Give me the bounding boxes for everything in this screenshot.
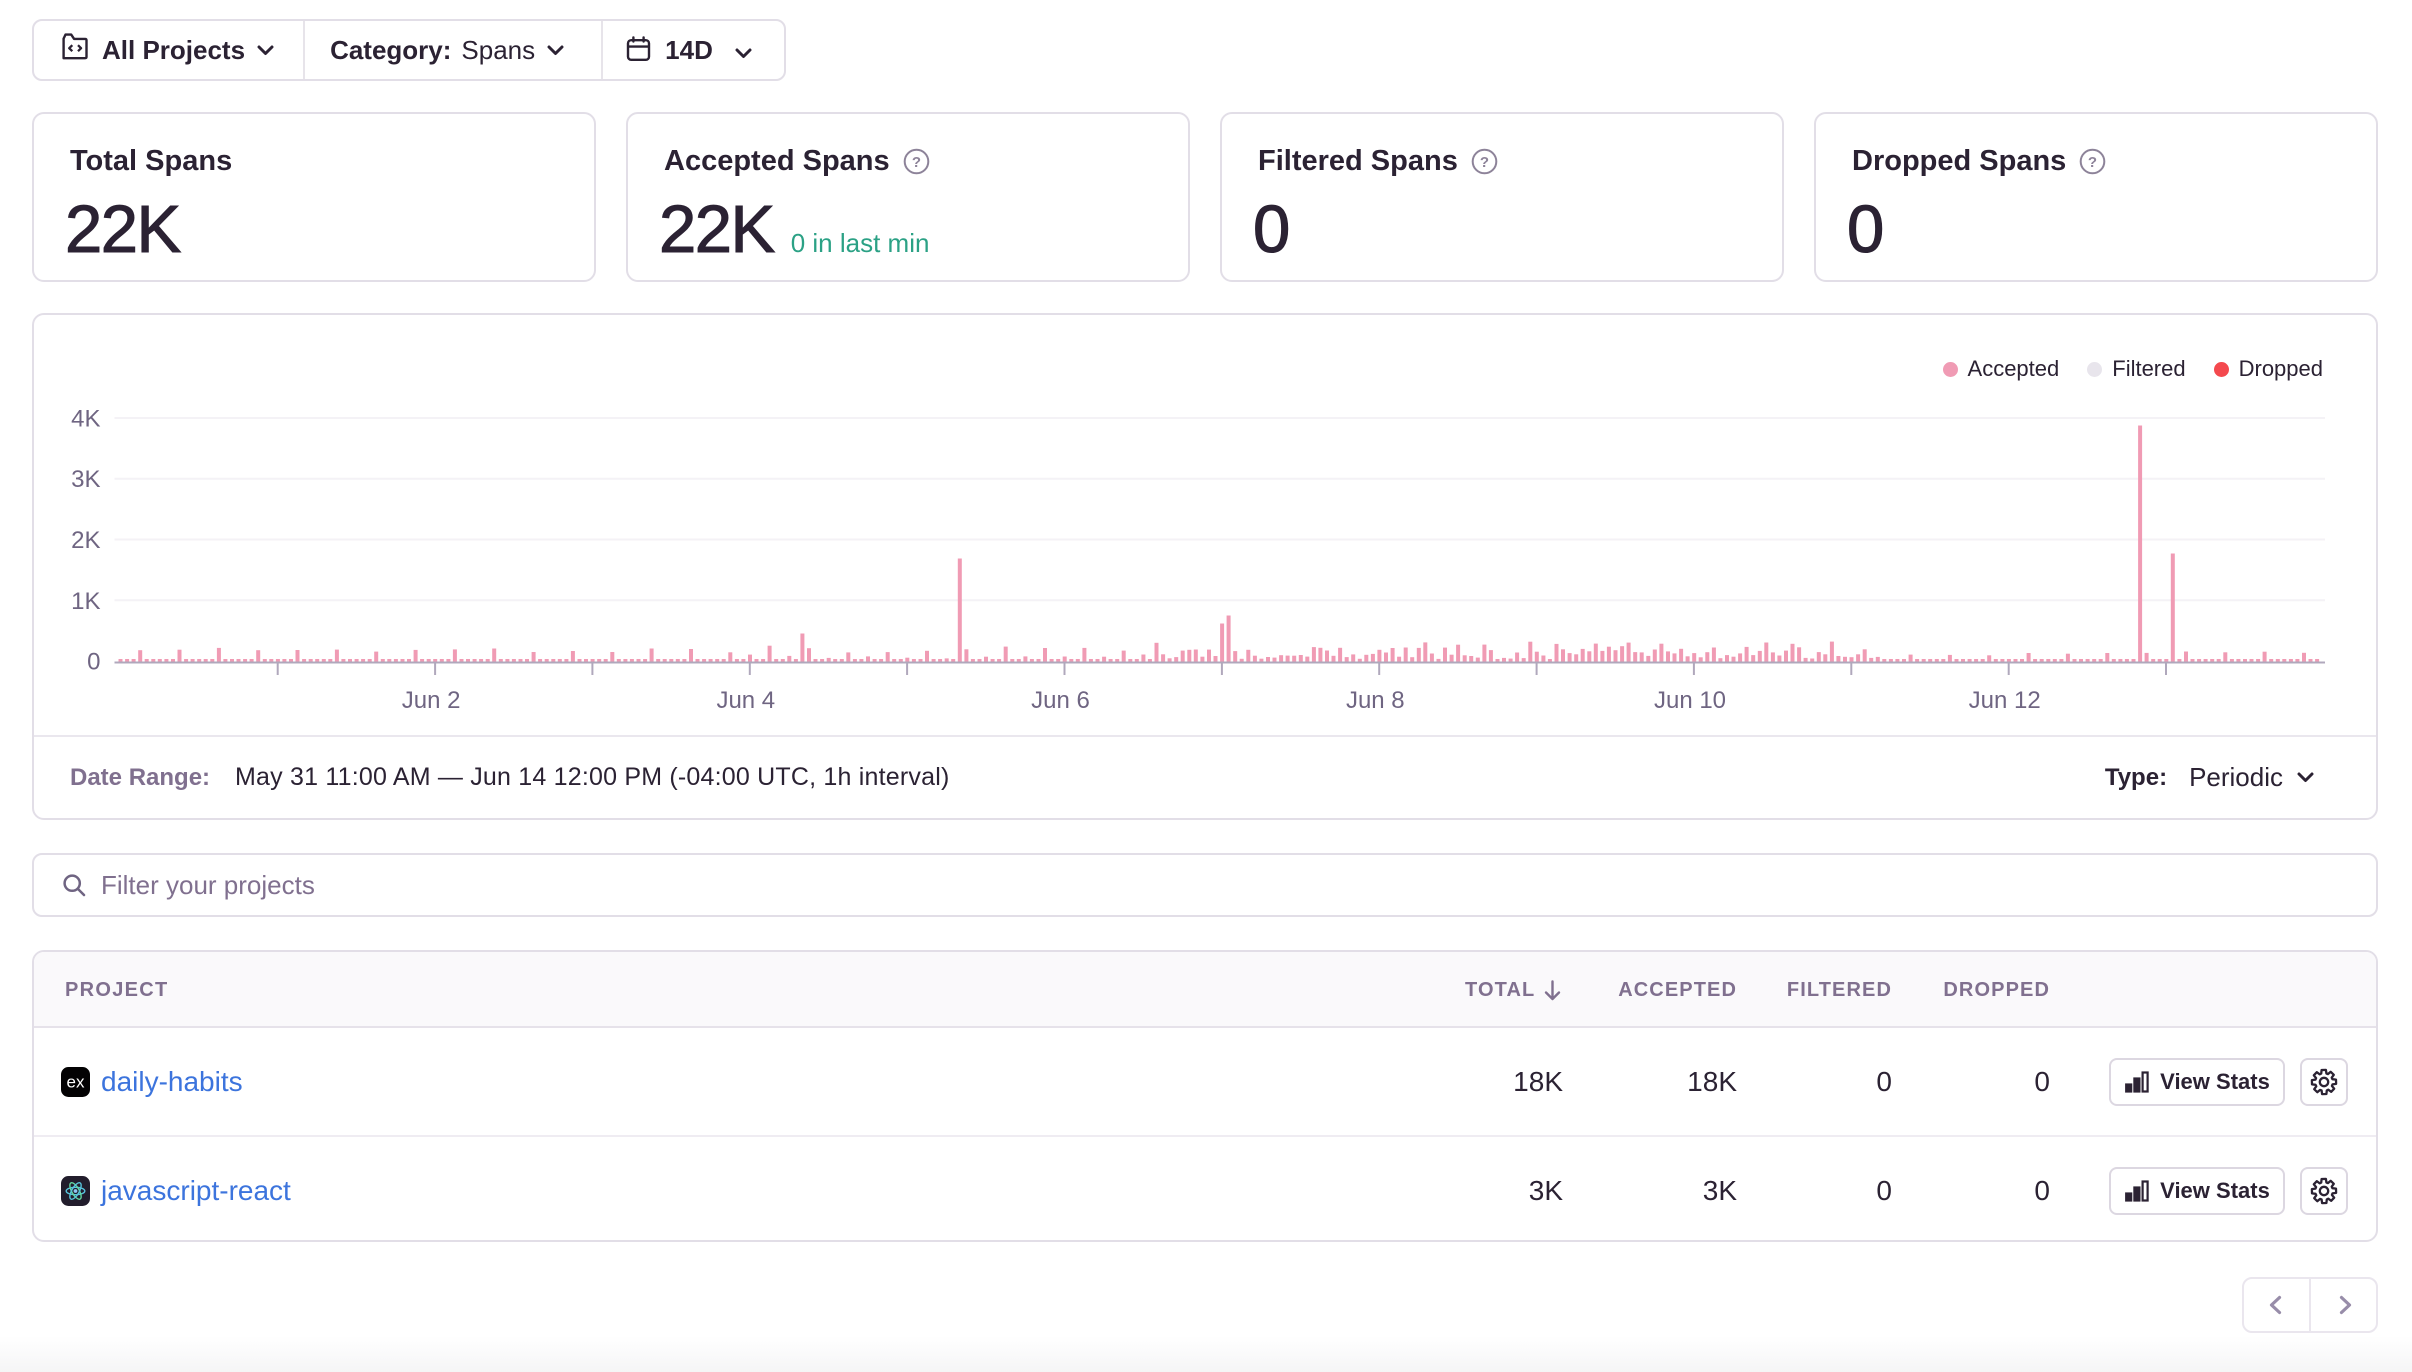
svg-text:Jun 2: Jun 2: [402, 687, 461, 714]
svg-text:?: ?: [2088, 154, 2097, 171]
svg-text:Jun 6: Jun 6: [1031, 687, 1090, 714]
svg-text:1K: 1K: [71, 588, 100, 615]
svg-text:Jun 8: Jun 8: [1346, 687, 1405, 714]
svg-text:Jun 12: Jun 12: [1969, 687, 2041, 714]
svg-text:ex: ex: [67, 1072, 85, 1091]
svg-text:Jun 10: Jun 10: [1654, 687, 1726, 714]
svg-text:2K: 2K: [71, 527, 100, 554]
svg-text:0: 0: [87, 649, 100, 676]
svg-text:?: ?: [1480, 154, 1489, 171]
svg-text:3K: 3K: [71, 466, 100, 493]
svg-text:4K: 4K: [71, 406, 100, 433]
svg-text:Jun 4: Jun 4: [716, 687, 775, 714]
svg-text:?: ?: [912, 154, 921, 171]
